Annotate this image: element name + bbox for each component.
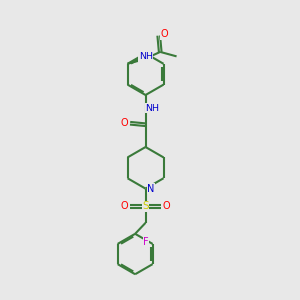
Text: O: O [120,118,128,128]
Text: N: N [147,184,155,194]
Text: F: F [143,237,149,248]
Text: O: O [121,202,128,212]
Text: O: O [160,29,168,39]
Text: NH: NH [145,104,159,113]
Text: NH: NH [139,52,153,62]
Text: S: S [142,202,149,212]
Text: O: O [163,202,170,212]
